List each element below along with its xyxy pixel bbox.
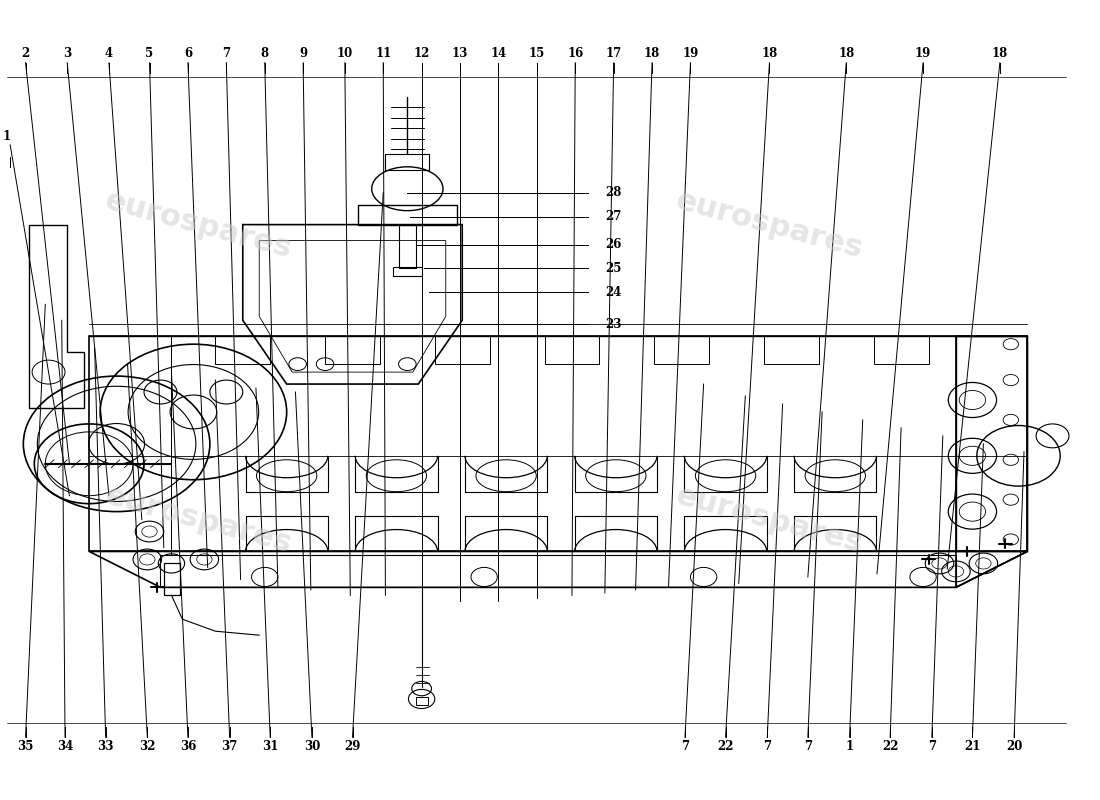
Text: 30: 30 bbox=[304, 740, 320, 754]
Text: 25: 25 bbox=[605, 262, 621, 275]
Bar bbox=[654, 336, 710, 364]
Text: 7: 7 bbox=[681, 740, 689, 754]
Text: 24: 24 bbox=[605, 286, 621, 299]
Text: 18: 18 bbox=[644, 46, 660, 60]
Text: 36: 36 bbox=[179, 740, 196, 754]
Text: 22: 22 bbox=[717, 740, 734, 754]
Text: 19: 19 bbox=[915, 46, 932, 60]
Bar bbox=[164, 563, 180, 595]
Bar bbox=[764, 336, 818, 364]
Text: 20: 20 bbox=[1005, 740, 1022, 754]
Text: 12: 12 bbox=[414, 46, 430, 60]
Bar bbox=[216, 336, 271, 364]
Text: 6: 6 bbox=[184, 46, 192, 60]
Bar bbox=[393, 267, 421, 277]
Text: eurospares: eurospares bbox=[673, 481, 866, 558]
Text: 23: 23 bbox=[605, 318, 621, 330]
Text: 10: 10 bbox=[337, 46, 353, 60]
Text: 28: 28 bbox=[605, 186, 621, 199]
Bar bbox=[544, 336, 600, 364]
Text: 32: 32 bbox=[139, 740, 155, 754]
Text: 18: 18 bbox=[838, 46, 855, 60]
Text: 14: 14 bbox=[491, 46, 507, 60]
Text: 1: 1 bbox=[846, 740, 854, 754]
Text: 27: 27 bbox=[605, 210, 621, 223]
Bar bbox=[398, 225, 416, 269]
Text: 33: 33 bbox=[98, 740, 114, 754]
Text: 31: 31 bbox=[262, 740, 278, 754]
Bar bbox=[416, 697, 428, 705]
Text: 19: 19 bbox=[682, 46, 698, 60]
Text: 8: 8 bbox=[261, 46, 268, 60]
Bar bbox=[358, 205, 456, 225]
Text: 18: 18 bbox=[761, 46, 778, 60]
Text: 2: 2 bbox=[21, 46, 30, 60]
Text: eurospares: eurospares bbox=[102, 186, 296, 263]
Text: 22: 22 bbox=[882, 740, 899, 754]
Text: 5: 5 bbox=[145, 46, 154, 60]
Text: 17: 17 bbox=[605, 46, 621, 60]
Text: 1: 1 bbox=[3, 130, 11, 143]
Bar bbox=[326, 336, 379, 364]
Text: 34: 34 bbox=[57, 740, 74, 754]
Text: 3: 3 bbox=[63, 46, 72, 60]
Text: 13: 13 bbox=[452, 46, 469, 60]
Text: 7: 7 bbox=[222, 46, 230, 60]
Text: eurospares: eurospares bbox=[673, 186, 866, 263]
Text: 16: 16 bbox=[568, 46, 583, 60]
Text: 37: 37 bbox=[221, 740, 238, 754]
Text: 29: 29 bbox=[344, 740, 361, 754]
Text: 9: 9 bbox=[299, 46, 307, 60]
Text: 4: 4 bbox=[104, 46, 113, 60]
Text: 7: 7 bbox=[804, 740, 812, 754]
Bar bbox=[873, 336, 928, 364]
Text: 11: 11 bbox=[375, 46, 392, 60]
Text: 18: 18 bbox=[992, 46, 1008, 60]
Bar bbox=[434, 336, 490, 364]
Text: eurospares: eurospares bbox=[102, 481, 296, 558]
Text: 7: 7 bbox=[763, 740, 771, 754]
Text: 35: 35 bbox=[18, 740, 34, 754]
Text: 26: 26 bbox=[605, 238, 621, 251]
Bar bbox=[385, 154, 429, 170]
Bar bbox=[956, 336, 1027, 551]
Text: 21: 21 bbox=[965, 740, 980, 754]
Text: 7: 7 bbox=[927, 740, 936, 754]
Text: 15: 15 bbox=[529, 46, 544, 60]
